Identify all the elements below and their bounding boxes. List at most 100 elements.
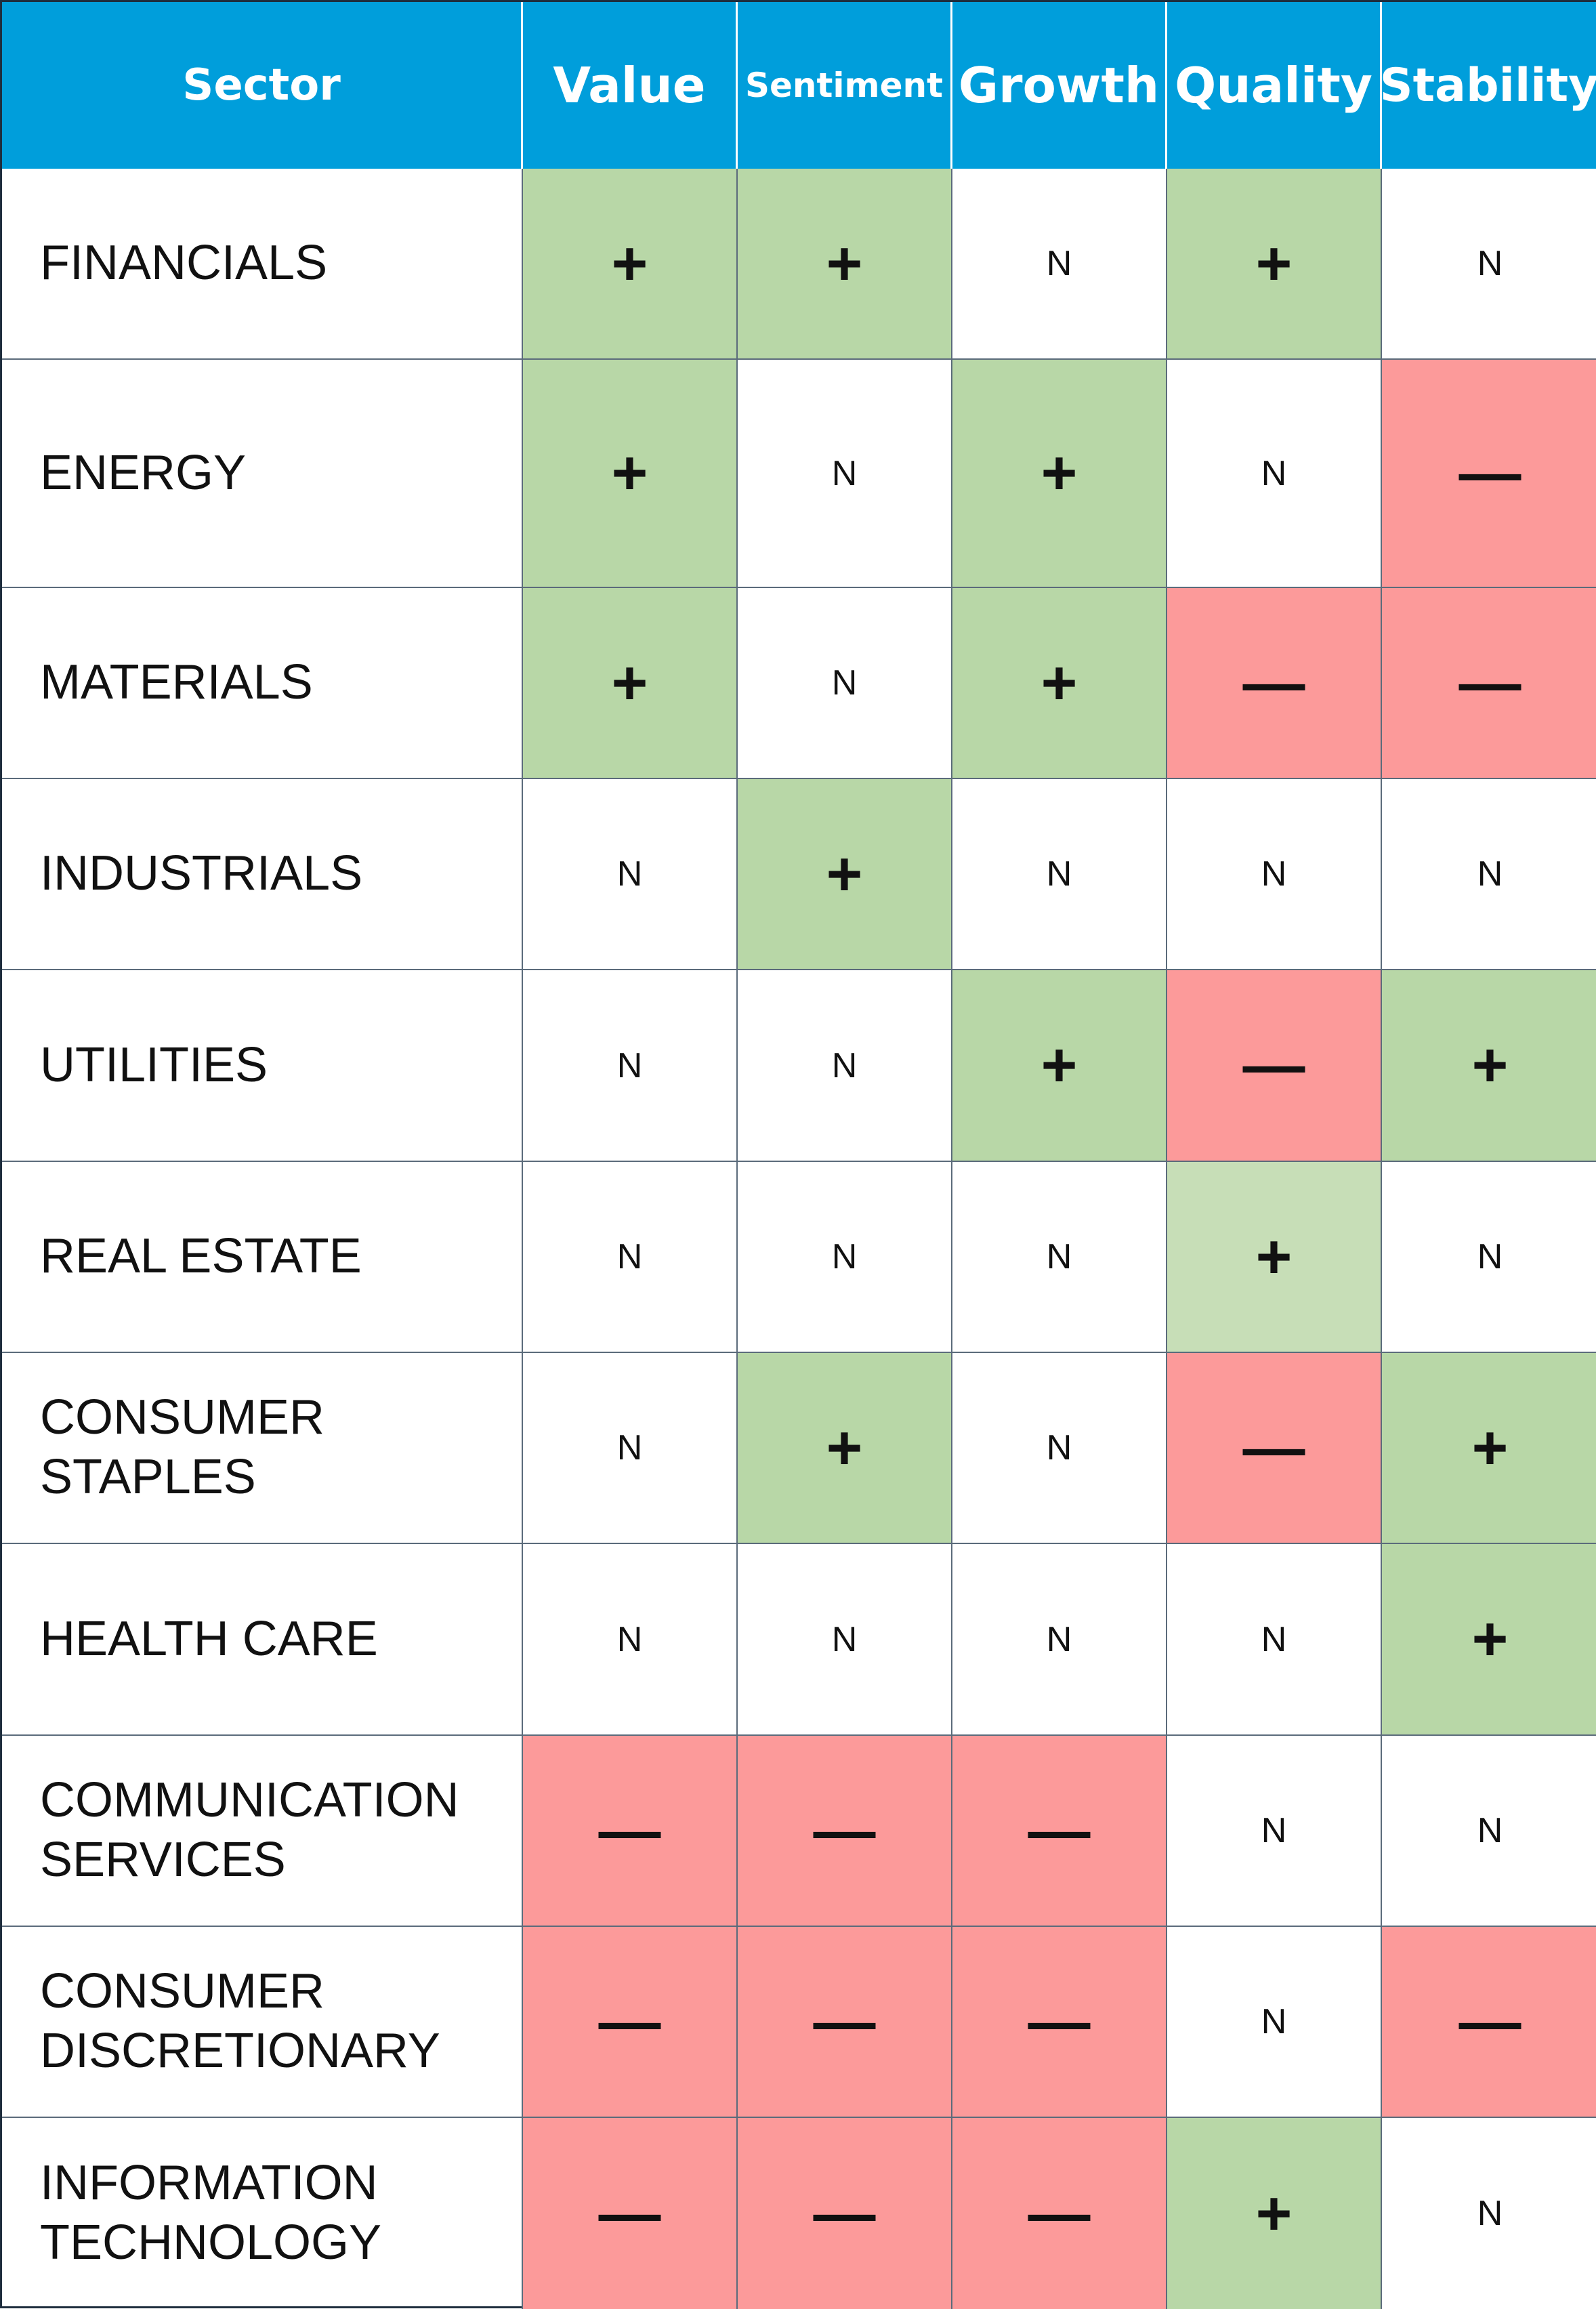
factor-rating: N — [1046, 244, 1072, 283]
factor-cell-stability: + — [1382, 1353, 1596, 1544]
factor-rating: — — [598, 1795, 661, 1865]
factor-rating: + — [1255, 1222, 1293, 1291]
factor-cell-value: N — [523, 779, 738, 970]
factor-cell-sentiment: N — [738, 1162, 952, 1353]
factor-cell-stability: N — [1382, 169, 1596, 360]
factor-rating: N — [831, 1619, 858, 1659]
factor-cell-value: N — [523, 1353, 738, 1544]
factor-cell-stability: N — [1382, 779, 1596, 970]
factor-rating: N — [1261, 854, 1287, 894]
sector-label: INFORMATION TECHNOLOGY — [2, 2118, 523, 2309]
factor-rating: N — [831, 1237, 858, 1276]
factor-rating: N — [1477, 2194, 1503, 2233]
factor-rating: — — [813, 1986, 876, 2056]
factor-rating: N — [1261, 2002, 1287, 2041]
factor-rating: N — [1477, 244, 1503, 283]
factor-cell-quality: + — [1167, 2118, 1382, 2309]
sector-label: MATERIALS — [2, 588, 523, 779]
factor-cell-sentiment: — — [738, 1736, 952, 1927]
factor-cell-stability: N — [1382, 1736, 1596, 1927]
factor-cell-sentiment: + — [738, 1353, 952, 1544]
factor-cell-quality: — — [1167, 1353, 1382, 1544]
factor-cell-value: N — [523, 970, 738, 1162]
factor-cell-quality: + — [1167, 1162, 1382, 1353]
sector-label: CONSUMER DISCRETIONARY — [2, 1927, 523, 2118]
factor-cell-sentiment: N — [738, 588, 952, 779]
factor-cell-stability: N — [1382, 2118, 1596, 2309]
factor-rating: + — [826, 228, 863, 298]
factor-rating: + — [1255, 2178, 1293, 2248]
factor-rating: — — [1242, 1031, 1305, 1100]
factor-rating: N — [831, 453, 858, 493]
factor-rating: N — [1046, 1237, 1072, 1276]
factor-rating: N — [1261, 1619, 1287, 1659]
factor-rating: + — [1041, 1031, 1078, 1100]
factor-rating: N — [616, 854, 643, 894]
factor-cell-value: — — [523, 1736, 738, 1927]
factor-rating: N — [831, 1045, 858, 1085]
factor-rating: — — [598, 2178, 661, 2248]
factor-rating: + — [1041, 438, 1078, 507]
factor-rating: N — [1046, 1619, 1072, 1659]
factor-rating: — — [1458, 1986, 1521, 2056]
factor-rating: + — [1255, 228, 1293, 298]
header-growth: Growth — [952, 2, 1167, 169]
factor-cell-growth: — — [952, 2118, 1167, 2309]
factor-cell-quality: N — [1167, 1544, 1382, 1736]
factor-rating: — — [598, 1986, 661, 2056]
factor-cell-value: N — [523, 1162, 738, 1353]
factor-cell-value: N — [523, 1544, 738, 1736]
factor-rating: + — [1471, 1413, 1509, 1482]
factor-rating: — — [1242, 648, 1305, 717]
factor-rating: + — [1471, 1031, 1509, 1100]
factor-cell-growth: + — [952, 360, 1167, 588]
sector-label: UTILITIES — [2, 970, 523, 1162]
factor-cell-growth: + — [952, 970, 1167, 1162]
factor-rating: — — [1242, 1413, 1305, 1482]
factor-cell-sentiment: N — [738, 970, 952, 1162]
factor-cell-value: + — [523, 169, 738, 360]
factor-rating: N — [616, 1237, 643, 1276]
factor-cell-stability: — — [1382, 588, 1596, 779]
sector-label: REAL ESTATE — [2, 1162, 523, 1353]
header-quality: Quality — [1167, 2, 1382, 169]
factor-cell-growth: — — [952, 1736, 1167, 1927]
factor-rating: N — [1477, 1237, 1503, 1276]
factor-rating: — — [1458, 438, 1521, 507]
sector-label: FINANCIALS — [2, 169, 523, 360]
factor-cell-quality: N — [1167, 1736, 1382, 1927]
header-sector: Sector — [2, 2, 523, 169]
factor-rating: — — [813, 1795, 876, 1865]
factor-cell-value: + — [523, 588, 738, 779]
factor-rating: N — [616, 1619, 643, 1659]
factor-rating: N — [616, 1428, 643, 1468]
factor-cell-stability: N — [1382, 1162, 1596, 1353]
factor-cell-quality: + — [1167, 169, 1382, 360]
factor-rating: + — [611, 228, 648, 298]
header-value: Value — [523, 2, 738, 169]
factor-rating: N — [1261, 453, 1287, 493]
sector-label: CONSUMER STAPLES — [2, 1353, 523, 1544]
factor-rating: + — [1041, 648, 1078, 717]
factor-cell-sentiment: — — [738, 1927, 952, 2118]
factor-cell-sentiment: + — [738, 779, 952, 970]
factor-rating: + — [826, 839, 863, 909]
sector-label: ENERGY — [2, 360, 523, 588]
factor-cell-growth: — — [952, 1927, 1167, 2118]
factor-cell-growth: N — [952, 1162, 1167, 1353]
header-stability: Stability — [1380, 2, 1596, 169]
factor-rating: — — [1028, 2178, 1091, 2248]
factor-cell-growth: N — [952, 1353, 1167, 1544]
factor-rating: N — [1261, 1811, 1287, 1850]
factor-cell-stability: — — [1382, 360, 1596, 588]
factor-cell-quality: — — [1167, 970, 1382, 1162]
factor-cell-quality: N — [1167, 1927, 1382, 2118]
factor-rating: N — [1046, 854, 1072, 894]
factor-cell-sentiment: N — [738, 360, 952, 588]
factor-rating: — — [813, 2178, 876, 2248]
factor-rating: N — [1477, 854, 1503, 894]
factor-cell-sentiment: N — [738, 1544, 952, 1736]
factor-rating: — — [1028, 1986, 1091, 2056]
factor-cell-quality: N — [1167, 779, 1382, 970]
sector-label: COMMUNICATION SERVICES — [2, 1736, 523, 1927]
